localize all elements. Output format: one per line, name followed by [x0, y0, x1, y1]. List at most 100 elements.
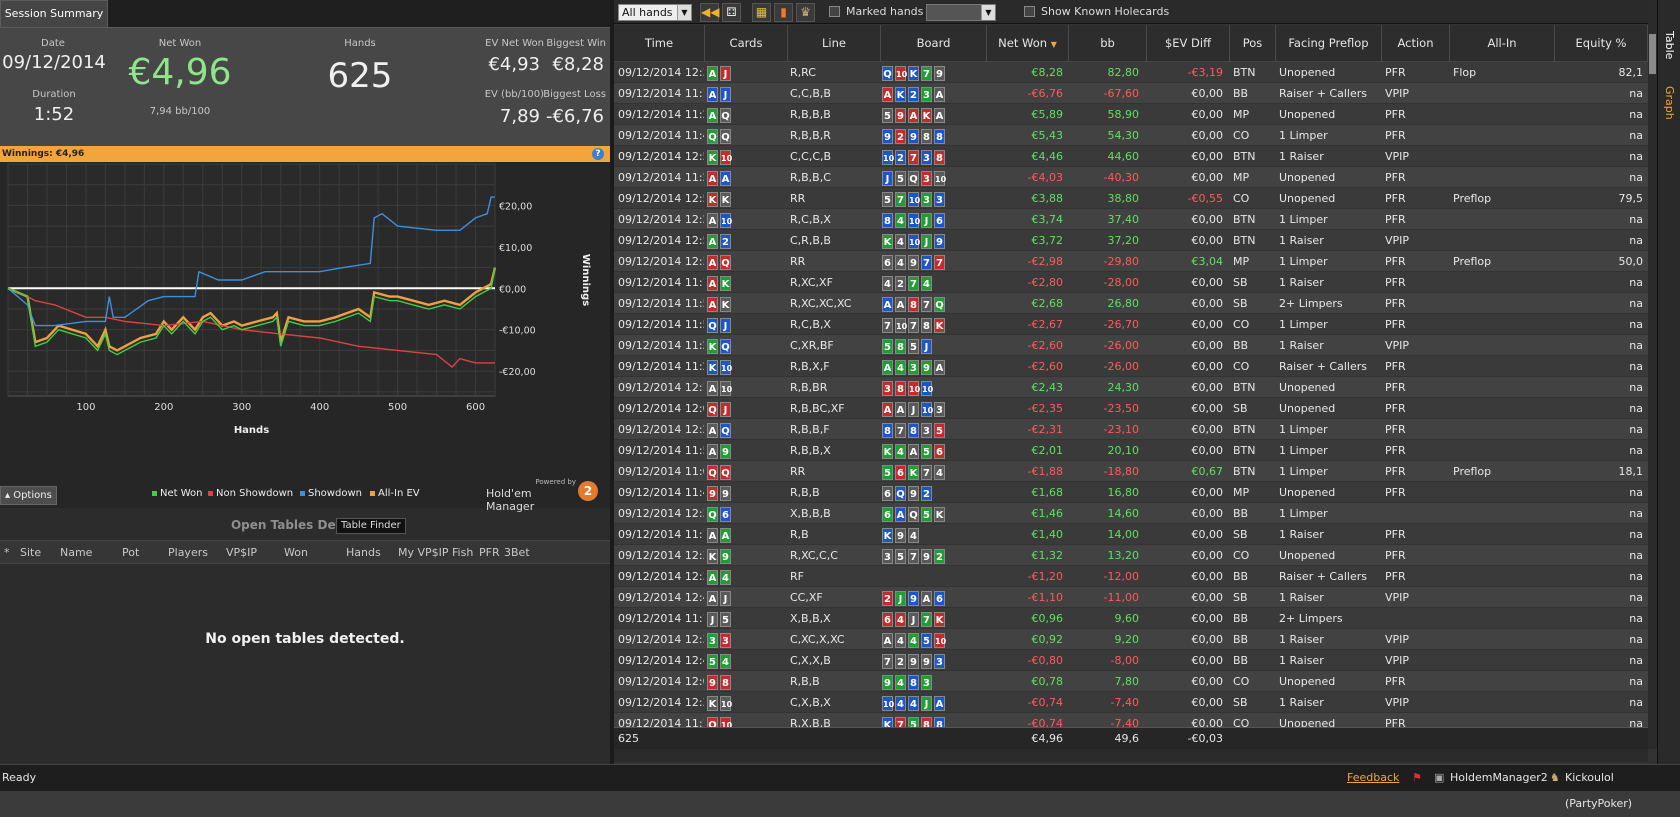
table-row[interactable]: 09/12/2014 12:4 5 4 C,X,X,B 7 2 9 9 3 -€0,80 -8,00… — [614, 650, 1648, 671]
known-holecards-checkbox[interactable] — [1024, 6, 1035, 17]
cell-pos: BTN — [1233, 66, 1256, 79]
table-row[interactable]: 09/12/2014 11:4 9 9 R,B,B 6 Q 9 2 €1,68 16,80 €0,0… — [614, 482, 1648, 503]
card-icon: 8 — [908, 422, 919, 438]
table-row[interactable]: 09/12/2014 12:3 A 4 RF -€1,20 -12,00 €0,00 BB Ra… — [614, 566, 1648, 587]
dice-icon[interactable]: ⚃ — [722, 3, 741, 22]
table-row[interactable]: 09/12/2014 11:2 A Q R,B,B,B 5 9 A K A €5,89 58,90 €… — [614, 104, 1648, 125]
col-pfr[interactable]: PFR — [479, 546, 500, 559]
col-site[interactable]: Site — [20, 546, 42, 559]
cell-pos: SB — [1233, 297, 1248, 310]
side-tab-graph[interactable]: Graph — [1663, 86, 1676, 120]
trophy-icon[interactable]: ♛ — [796, 3, 815, 22]
table-row[interactable]: 09/12/2014 12:4 A J CC,XF 2 J 9 A 6 -€1,10 -11,00 €… — [614, 587, 1648, 608]
col-hands[interactable]: Hands — [346, 546, 381, 559]
help-icon[interactable]: ? — [592, 148, 604, 160]
col-ev-diff[interactable]: $EV Diff — [1147, 25, 1230, 62]
col-line[interactable]: Line — [788, 25, 881, 62]
marked-hands-checkbox[interactable] — [829, 6, 840, 17]
cell-line: R,B,B,X — [790, 444, 831, 457]
side-tab-table[interactable]: Table — [1663, 30, 1676, 60]
tab-session-summary[interactable]: Session Summary — [0, 0, 108, 27]
table-row[interactable]: 09/12/2014 12:3 K 9 R,XC,C,C 3 5 7 9 2 €1,32 13,20… — [614, 545, 1648, 566]
col-facing-preflop[interactable]: Facing Preflop — [1276, 25, 1382, 62]
table-row[interactable]: 09/12/2014 11:1 A K R,XC,XF 4 2 7 4 -€2,80 -28,00… — [614, 272, 1648, 293]
col-pot[interactable]: Pot — [122, 546, 140, 559]
cell-facing: Unopened — [1279, 171, 1336, 184]
legend-non-showdown: Non Showdown — [208, 488, 293, 499]
cell-time: 09/12/2014 12:0 — [618, 675, 704, 688]
table-row[interactable]: 09/12/2014 11:0 Q Q RR 5 6 K 7 4 -€1,88 -18,80 €0,6… — [614, 461, 1648, 482]
board-cards: 8 4 10 J 6 — [882, 209, 986, 230]
flag-icon[interactable]: ⚑ — [1412, 771, 1422, 784]
col-3bet[interactable]: 3Bet — [504, 546, 530, 559]
table-row[interactable]: 09/12/2014 12:0 9 8 R,B,B 9 4 8 3 €0,78 7,80 €0,00… — [614, 671, 1648, 692]
vertical-scrollbar[interactable] — [1648, 0, 1657, 749]
col-equity[interactable]: Equity % — [1555, 25, 1648, 62]
table-row[interactable]: 09/12/2014 12:3 3 3 C,XC,X,XC A 4 4 5 10 €0,92 9,2… — [614, 629, 1648, 650]
col-time[interactable]: Time — [614, 25, 705, 62]
cell-action: VPIP — [1385, 234, 1410, 247]
table-row[interactable]: 09/12/2014 12:3 Q 6 X,B,B,B 6 A Q 5 K €1,46 14,60 €… — [614, 503, 1648, 524]
table-row[interactable]: 09/12/2014 11:2 K 10 R,B,X,F A 4 3 9 A -€2,60 -26,… — [614, 356, 1648, 377]
cell-action: PFR — [1385, 486, 1406, 499]
table-row[interactable]: 09/12/2014 12:0 Q J R,B,BC,XF A A J 10 3 -€2,35 -2… — [614, 398, 1648, 419]
side-tabs: Table Graph — [1657, 0, 1680, 764]
card-icon: A — [882, 86, 893, 102]
footer-bb: 49,6 — [1114, 732, 1140, 745]
table-row[interactable]: 09/12/2014 11:1 A A R,B K 9 4 €1,40 14,00 €0,00 SB… — [614, 524, 1648, 545]
cell-equity: na — [1629, 402, 1643, 415]
col-bb[interactable]: bb — [1069, 25, 1147, 62]
card-icon: 7 — [895, 422, 906, 438]
grid-icon[interactable]: ▦ — [752, 3, 771, 22]
cell-time: 09/12/2014 11:2 — [618, 339, 704, 352]
table-row[interactable]: 09/12/2014 11:5 Q J R,C,B,X 7 10 7 8 K -€2,67 -26,… — [614, 314, 1648, 335]
col-cards[interactable]: Cards — [705, 25, 788, 62]
cell-pos: MP — [1233, 255, 1250, 268]
hand-filter-select[interactable]: All hands ▼ — [618, 4, 692, 21]
table-row[interactable]: 09/12/2014 11:5 A K R,XC,XC,XC A A 8 7 Q €2,68 26,… — [614, 293, 1648, 314]
table-row[interactable]: 09/12/2014 12:5 A 2 C,R,B,B K 4 10 J 9 €3,72 37,20… — [614, 230, 1648, 251]
col-pos[interactable]: Pos — [1230, 25, 1276, 62]
col-name[interactable]: Name — [60, 546, 93, 559]
table-row[interactable]: 09/12/2014 11:4 Q Q R,B,B,R 9 2 9 8 8 €5,43 54,30 €… — [614, 125, 1648, 146]
panel-splitter[interactable] — [610, 0, 614, 764]
table-row[interactable]: 09/12/2014 11:1 A J C,C,B,B A K 2 3 A -€6,76 -67,6… — [614, 83, 1648, 104]
table-row[interactable]: 09/12/2014 11:2 A A R,B,B,C J 5 Q 3 10 -€4,03 -40,… — [614, 167, 1648, 188]
horizontal-scrollbar[interactable] — [614, 749, 1648, 762]
table-row[interactable]: 09/12/2014 12:3 A J R,RC Q 10 K 7 9 €8,28 82,80 -€3… — [614, 62, 1648, 83]
col-net-won[interactable]: Net Won ▼ — [987, 25, 1069, 62]
cell-evdiff: €0,00 — [1191, 444, 1224, 457]
table-row[interactable]: 09/12/2014 12:5 K K RR 5 7 10 3 3 €3,88 38,80 -€0,5… — [614, 188, 1648, 209]
options-button[interactable]: ▴ Options — [0, 486, 57, 505]
col-won[interactable]: Won — [284, 546, 308, 559]
table-row[interactable]: 09/12/2014 11:2 K Q C,XR,BF 5 8 5 J -€2,60 -26,00… — [614, 335, 1648, 356]
col-my-vpip[interactable]: My VP$IP — [398, 546, 449, 559]
marked-hands-select[interactable]: ▼ — [926, 4, 996, 21]
table-row[interactable]: 09/12/2014 11:5 A 9 R,B,B,X K 4 A 5 6 €2,01 20,10 €… — [614, 440, 1648, 461]
scroll-thumb[interactable] — [1649, 34, 1656, 74]
cell-evdiff: €0,00 — [1191, 528, 1224, 541]
table-row[interactable]: 09/12/2014 11:1 Q 10 R,X,B,B K 7 5 8 8 -€0,74 -7,4… — [614, 713, 1648, 727]
col-vpip[interactable]: VP$IP — [226, 546, 258, 559]
table-finder-button[interactable]: Table Finder — [336, 518, 406, 534]
col-players[interactable]: Players — [168, 546, 208, 559]
col-allin[interactable]: All-In — [1450, 25, 1555, 62]
col-board[interactable]: Board — [881, 25, 987, 62]
col-action[interactable]: Action — [1382, 25, 1450, 62]
rewind-icon[interactable]: ◀◀ — [700, 3, 719, 22]
feedback-link[interactable]: Feedback — [1347, 771, 1400, 784]
card-icon: 10 — [720, 149, 732, 165]
toolbar: All hands ▼ ◀◀ ⚃ ▦ ▮ ♛ Marked hands ▼ Sho… — [614, 0, 1657, 24]
col-fish[interactable]: Fish — [452, 546, 474, 559]
card-icon: 8 — [720, 674, 731, 690]
bar-chart-icon[interactable]: ▮ — [774, 3, 793, 22]
table-row[interactable]: 09/12/2014 11:1 J 5 X,B,B,X 6 4 J 7 K €0,96 9,60 €0… — [614, 608, 1648, 629]
table-row[interactable]: 09/12/2014 12:5 K 10 C,C,C,B 10 2 7 3 8 €4,46 44,6… — [614, 146, 1648, 167]
table-row[interactable]: 09/12/2014 12:3 A Q RR 6 4 9 7 7 -€2,98 -29,80 €3,0… — [614, 251, 1648, 272]
cell-evdiff: €0,00 — [1191, 171, 1224, 184]
table-row[interactable]: 09/12/2014 12:3 K 10 C,X,B,X 10 4 4 J A -€0,74 -7,… — [614, 692, 1648, 713]
table-row[interactable]: 09/12/2014 12:1 A 10 R,B,BR 3 8 10 10 €2,43 24,30… — [614, 377, 1648, 398]
table-row[interactable]: 09/12/2014 12:2 A Q R,B,B,F 8 7 8 3 5 -€2,31 -23,1… — [614, 419, 1648, 440]
table-row[interactable]: 09/12/2014 12:2 A 10 R,C,B,X 8 4 10 J 6 €3,74 37,4… — [614, 209, 1648, 230]
col-star[interactable]: * — [4, 546, 10, 559]
